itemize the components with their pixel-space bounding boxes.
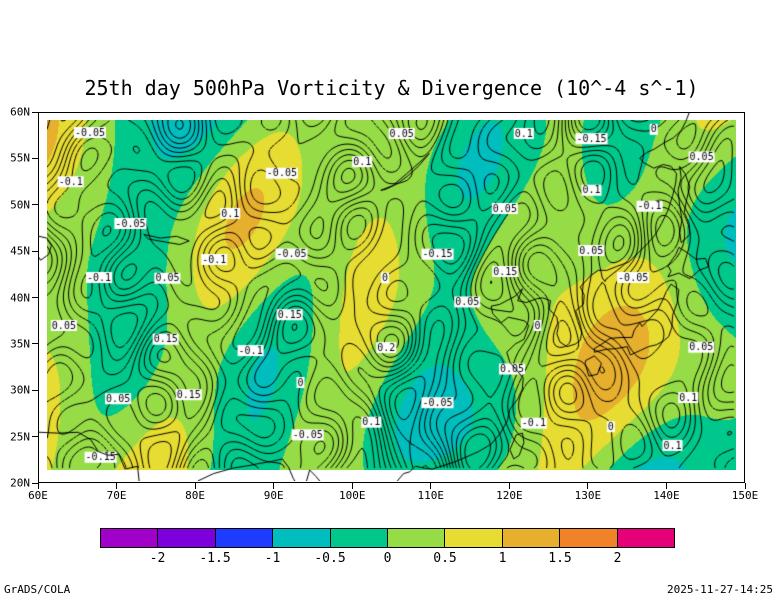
colorbar-segment	[272, 528, 331, 548]
x-tick-label: 100E	[338, 489, 366, 502]
colorbar-segment	[559, 528, 618, 548]
page-title: 25th day 500hPa Vorticity & Divergence (…	[84, 76, 699, 100]
colorbar-tick-label: 0	[383, 551, 392, 566]
y-tick-mark	[32, 157, 38, 159]
x-tick-label: 80E	[185, 489, 206, 502]
y-tick-mark	[32, 482, 38, 484]
y-tick-label: 25N	[10, 430, 30, 444]
colorbar-segment	[214, 528, 274, 548]
colorbar-tick-label: -2	[149, 551, 166, 566]
x-tick-label: 140E	[653, 489, 680, 502]
x-tick-mark	[37, 483, 39, 489]
y-tick-label: 40N	[10, 291, 30, 304]
x-tick-label: 150E	[731, 489, 759, 502]
coastline-canvas	[39, 113, 743, 481]
colorbar-tick-label: -1	[264, 551, 281, 566]
colorbar-segment	[387, 528, 446, 548]
colorbar-tick-label: 0.5	[433, 551, 457, 566]
x-tick-label: 120E	[496, 489, 523, 502]
colorbar-segment	[157, 528, 216, 548]
y-tick-label: 55N	[10, 151, 30, 165]
x-tick-mark	[508, 483, 510, 489]
x-tick-label: 130E	[574, 489, 602, 502]
y-tick-label: 45N	[10, 244, 30, 258]
x-tick-mark	[665, 483, 667, 489]
y-tick-mark	[32, 436, 38, 438]
y-tick-mark	[32, 250, 38, 252]
colorbar-tick-label: 1.5	[548, 551, 572, 566]
x-tick-mark	[430, 483, 432, 489]
colorbar-segment	[444, 528, 503, 548]
y-tick-mark	[32, 204, 38, 206]
y-tick-label: 30N	[10, 383, 30, 397]
y-tick-label: 35N	[10, 337, 30, 351]
colorbar-tick-label: 1	[498, 551, 507, 566]
x-tick-label: 60E	[28, 489, 48, 502]
x-tick-mark	[194, 483, 196, 489]
colorbar-tick-label: -1.5	[199, 551, 231, 566]
x-tick-label: 70E	[106, 489, 127, 502]
timestamp: 2025-11-27-14:25	[667, 583, 773, 596]
y-tick-label: 50N	[10, 198, 30, 212]
x-tick-label: 110E	[417, 489, 445, 502]
grads-credit: GrADS/COLA	[4, 583, 71, 596]
colorbar-segment	[329, 528, 389, 548]
x-tick-mark	[273, 483, 275, 489]
x-tick-label: 90E	[263, 489, 284, 502]
x-tick-mark	[351, 483, 353, 489]
plot-frame	[38, 112, 745, 483]
colorbar-segment	[100, 528, 159, 548]
y-tick-mark	[32, 111, 38, 113]
colorbar-tick-label: 2	[613, 551, 622, 566]
x-tick-mark	[587, 483, 589, 489]
y-tick-label: 20N	[10, 476, 30, 490]
colorbar-segment	[616, 528, 676, 548]
y-tick-mark	[32, 389, 38, 391]
colorbar-tick-label: -0.5	[314, 551, 346, 566]
x-tick-mark	[744, 483, 746, 489]
x-tick-mark	[116, 483, 118, 489]
colorbar	[100, 528, 676, 548]
colorbar-segment	[501, 528, 561, 548]
y-tick-mark	[32, 343, 38, 345]
y-tick-mark	[32, 297, 38, 298]
y-tick-label: 60N	[10, 105, 30, 119]
